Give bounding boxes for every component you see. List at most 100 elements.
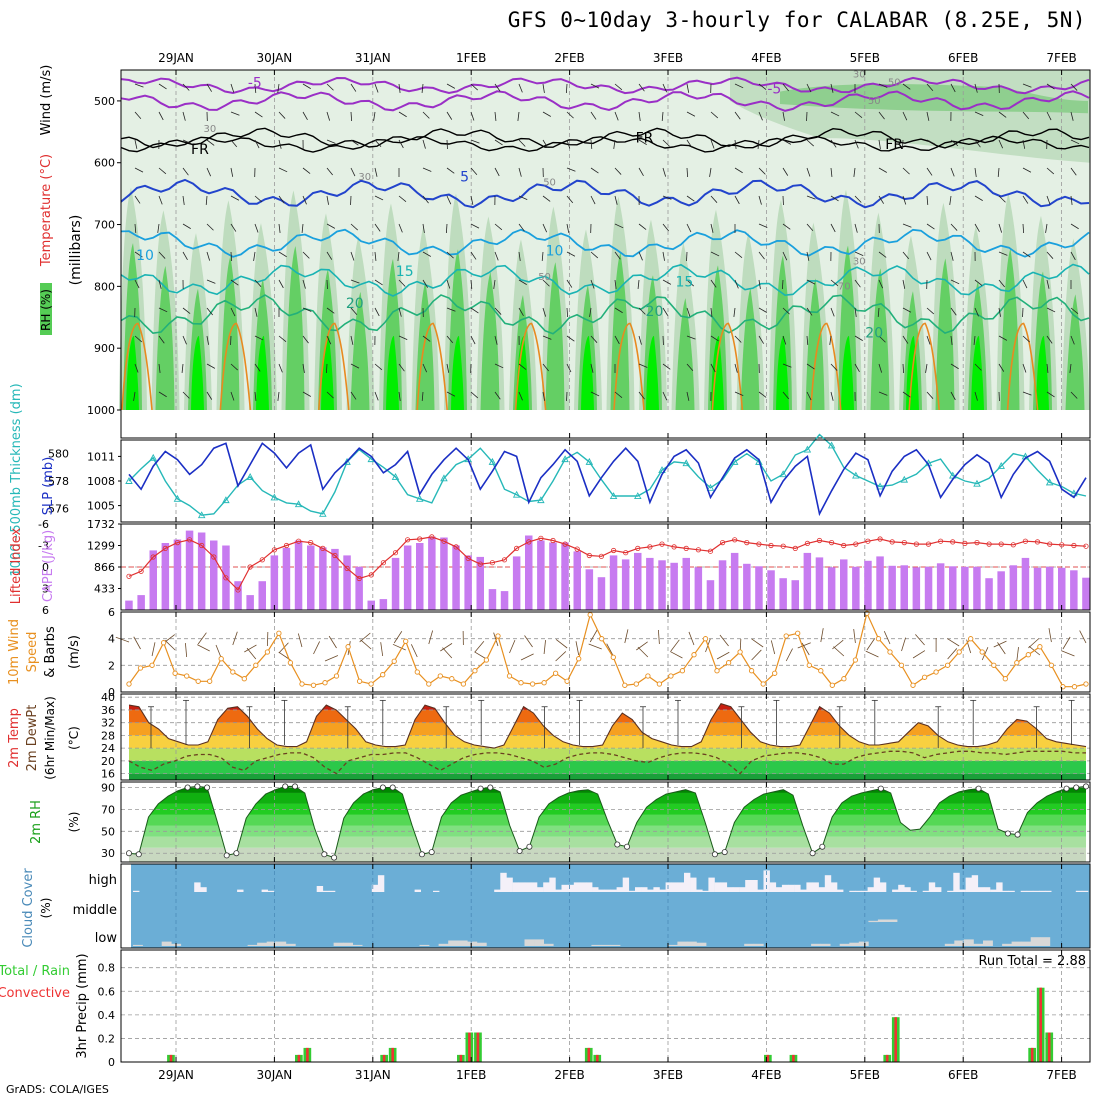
wind-barb: [350, 251, 355, 261]
wind-barb: [230, 251, 233, 262]
wind-speed-marker: [368, 681, 374, 687]
cape-bar: [694, 567, 703, 610]
wind-barb: [1070, 139, 1080, 145]
wind-barb: [926, 251, 932, 261]
wind-barb: [758, 279, 761, 289]
wind-barb: [301, 223, 304, 233]
wind-barb: [902, 363, 905, 374]
precip-convective-bar: [1030, 1047, 1034, 1062]
wind-barb: [494, 223, 503, 231]
rh-marker: [614, 841, 621, 848]
wind-barb: [662, 139, 670, 147]
wind-speed-marker: [403, 638, 409, 644]
wind-barb: [926, 83, 934, 92]
thickness-marker: [634, 492, 642, 499]
thickness-marker: [197, 511, 206, 519]
wind-tick-label: 0: [108, 686, 115, 699]
wind-barb: [662, 307, 669, 316]
cloud-level-middle: middle: [73, 903, 117, 918]
cape-bar: [270, 555, 279, 610]
wind-barb: [638, 363, 648, 368]
wind-barb: [998, 111, 1007, 118]
lifted-index-marker: [901, 539, 907, 546]
lifted-index-marker: [162, 545, 168, 552]
rh-marker: [711, 851, 718, 858]
rh-plume-peak: [971, 335, 984, 410]
wind-barb: [1022, 111, 1030, 120]
cloud-high-bar: [622, 877, 630, 892]
cloud-low-bar: [973, 943, 984, 946]
cloud-low-bar: [257, 942, 267, 946]
lifted-index-marker: [235, 587, 241, 593]
wind-barb: [590, 251, 599, 259]
rh-marker: [126, 850, 133, 857]
cloud-axis-label: Cloud Cover: [21, 868, 36, 948]
wind-barb: [734, 83, 744, 89]
wind-barb: [785, 648, 793, 662]
cloud-high-bar: [873, 877, 881, 892]
wind-speed-marker: [956, 649, 962, 655]
thickness-marker: [948, 471, 957, 479]
wind-barb: [686, 307, 691, 317]
cloud-high-bar: [788, 884, 795, 892]
lifted-index-marker: [804, 540, 811, 547]
rh-marker: [135, 851, 142, 858]
cape-bar: [718, 560, 727, 610]
surface-isotherm: [810, 322, 842, 411]
wind-barb: [949, 195, 952, 205]
cloud-high-bar: [1020, 890, 1028, 892]
cloud-high-bar: [690, 877, 697, 892]
rh-axis-label: 2m RH: [29, 800, 44, 844]
thickness-marker: [852, 471, 860, 479]
wind-barb: [1022, 391, 1032, 396]
cloud-high-bar: [892, 889, 899, 892]
rh-marker: [721, 849, 728, 856]
wind-barb: [806, 251, 810, 261]
wind-barb: [734, 251, 743, 258]
wind-barb: [734, 139, 737, 149]
surface-isotherm: [219, 322, 252, 411]
cloud-low-bar: [1021, 941, 1032, 946]
thickness-tick-label: 576: [48, 502, 69, 515]
cloud-high-bar: [990, 889, 997, 892]
thickness-marker: [706, 483, 715, 491]
wind-speed-marker: [472, 668, 478, 674]
rh2m-border: [120, 781, 1091, 863]
thickness-marker: [246, 472, 254, 480]
rh-plume-core: [1065, 294, 1085, 410]
wind-barb: [313, 641, 320, 655]
wind-barb: [518, 363, 527, 370]
cloud-low-bar: [667, 944, 678, 946]
wind-barb: [134, 83, 144, 88]
lifted-index-marker: [756, 541, 762, 547]
thickness-marker: [682, 459, 690, 467]
wind-speed-marker: [137, 665, 144, 671]
wind-speed-marker: [610, 654, 616, 660]
wind-barb: [297, 633, 303, 648]
wind-barb: [806, 363, 815, 370]
wind-barb: [446, 83, 456, 89]
wind-barb: [613, 139, 616, 149]
wind-barb: [734, 391, 744, 397]
isotherm: [120, 127, 1090, 149]
wind-barb: [182, 195, 185, 205]
cloud-high-bar: [696, 889, 703, 892]
cape-bar: [840, 559, 848, 610]
lifted-index-marker: [187, 537, 193, 543]
cloud-high-bar: [659, 889, 666, 892]
wind-barb: [422, 251, 431, 257]
wind-barb: [470, 83, 478, 91]
thickness-marker: [149, 453, 157, 461]
wind-barb: [998, 307, 1001, 317]
cloud-high-bar: [781, 884, 789, 892]
cape-bar: [924, 566, 933, 610]
pressure-tick-label: 800: [94, 280, 115, 293]
wind-barb: [328, 635, 337, 649]
wind-barb: [206, 363, 216, 369]
wind-barb: [518, 391, 523, 401]
lifted-index-marker: [828, 539, 835, 546]
cloud-high-bar: [1002, 890, 1009, 892]
wind-barb: [854, 139, 859, 149]
lifted-index-marker: [695, 547, 702, 553]
precip-convective-bar: [297, 1054, 301, 1062]
